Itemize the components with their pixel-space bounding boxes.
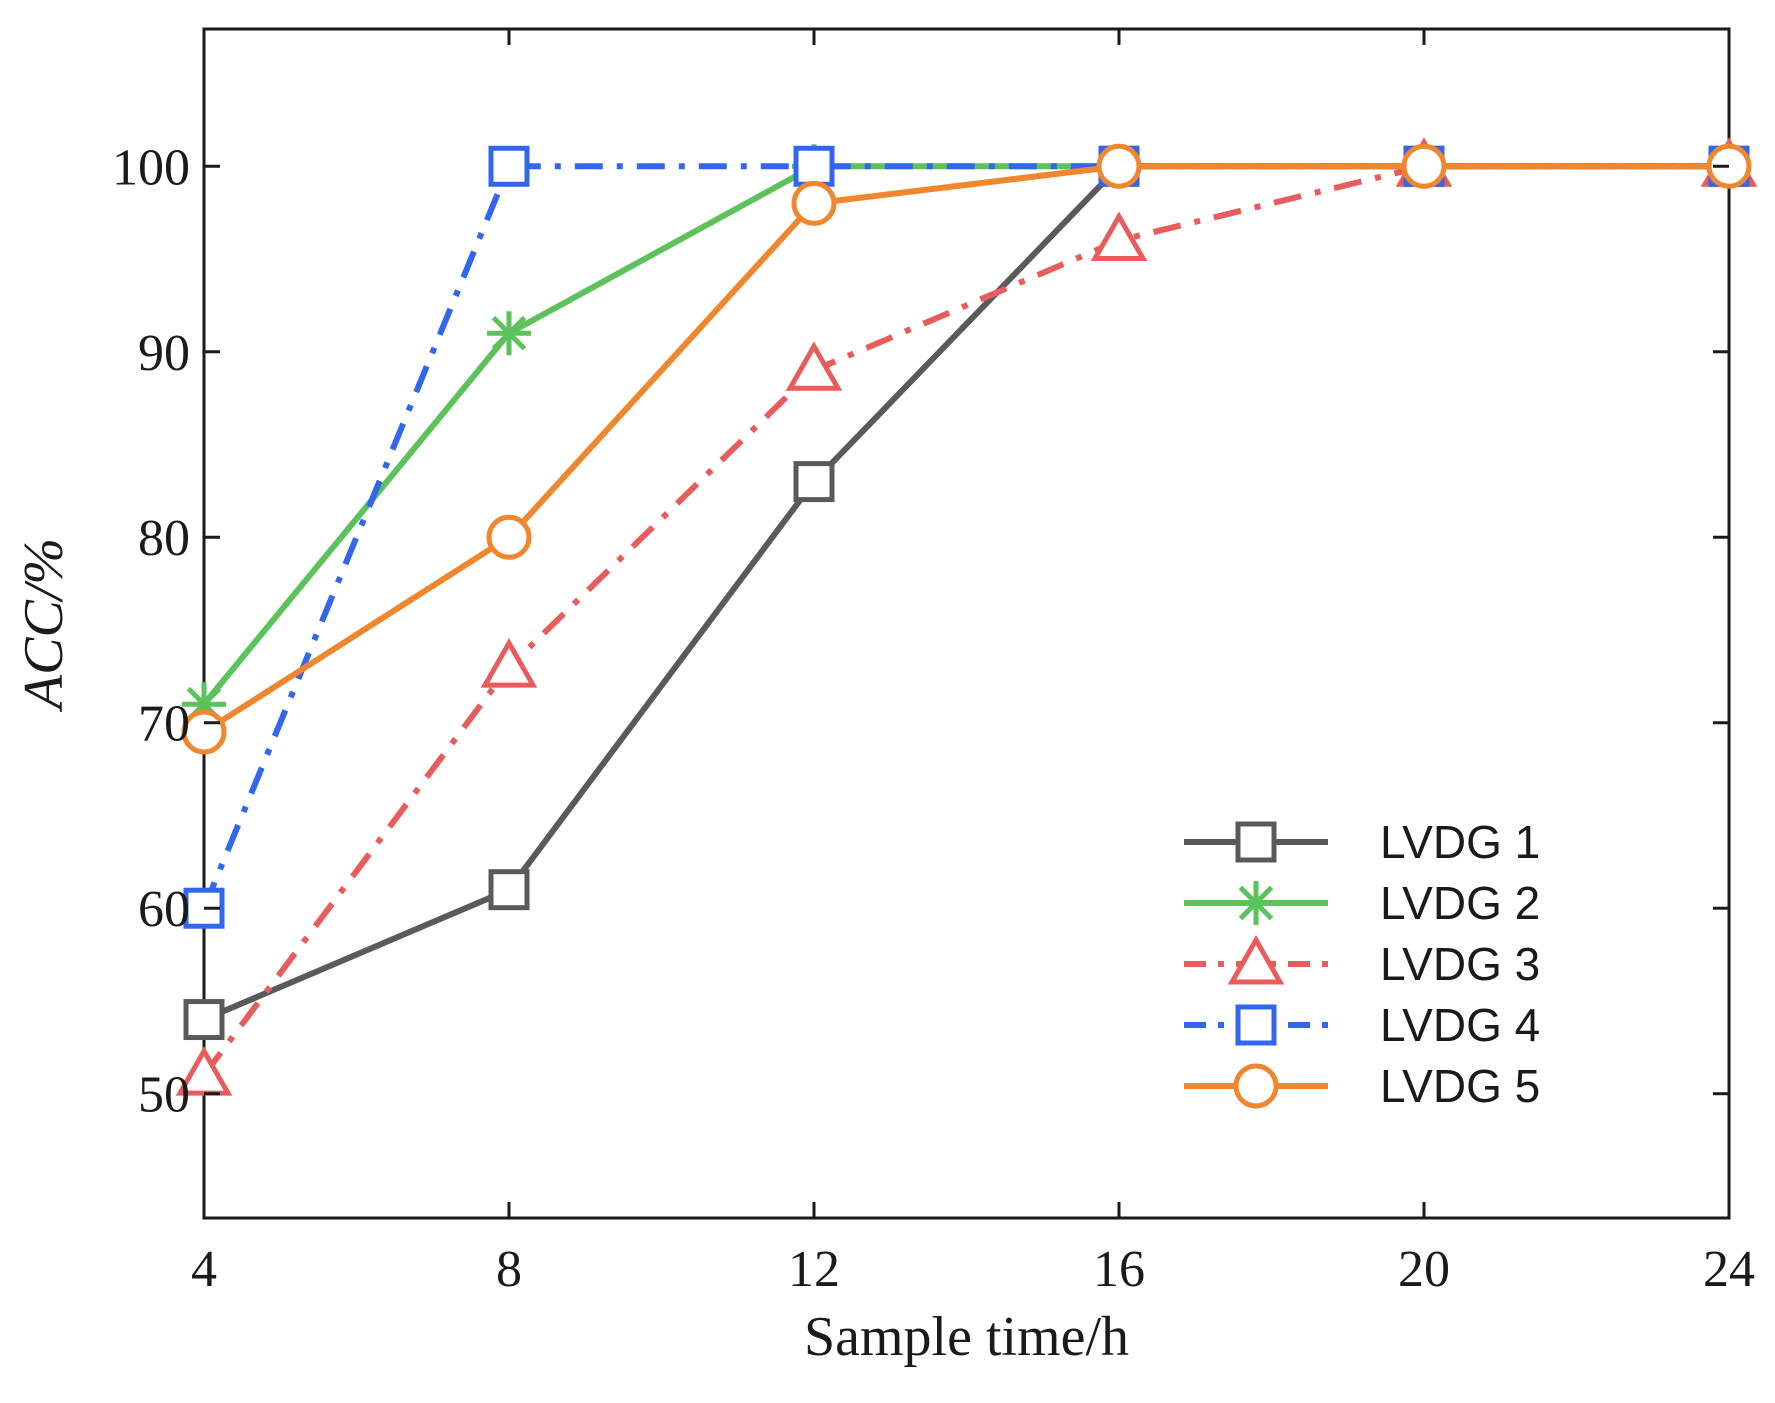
data-point [1401,143,1447,189]
y-tick-label: 100 [112,139,190,196]
legend-marker [1227,934,1285,985]
legend-label: LVDG 5 [1380,1060,1540,1112]
data-point [487,311,531,356]
x-axis-title: Sample time/h [804,1306,1129,1368]
plot-area-border [202,27,1731,1220]
legend-marker [1234,881,1278,925]
data-point [1090,211,1148,261]
legend-item: LVDG 2 [1184,877,1540,929]
legend: LVDG 1 LVDG 2 LVDG 3 LVDG 4 LVDG 5 [1184,816,1540,1112]
series-2 [182,144,1751,727]
legend-label: LVDG 4 [1380,999,1540,1051]
series-line [201,163,1729,707]
y-tick-label: 80 [138,510,190,567]
legend-label: LVDG 1 [1380,816,1540,868]
legend-item: LVDG 1 [1184,816,1540,868]
legend-marker [1233,1063,1279,1109]
y-tick-label: 70 [138,696,190,753]
y-tick-label: 90 [138,325,190,382]
data-point [183,999,225,1041]
legend-item: LVDG 5 [1184,1060,1540,1112]
ticks-layer: 4 8 12 16 20 24 50 60 70 80 90 100 [112,29,1755,1298]
legend-label: LVDG 3 [1380,938,1540,990]
x-tick-label: 24 [1703,1241,1755,1298]
series-line [202,163,1729,735]
x-tick-label: 8 [496,1241,522,1298]
x-tick-label: 16 [1093,1241,1145,1298]
x-tick-label: 4 [191,1241,217,1298]
data-point [791,180,837,226]
x-tick-label: 20 [1398,1241,1450,1298]
data-point [486,514,532,560]
legend-label: LVDG 2 [1380,877,1540,929]
y-axis-title: ACC/% [13,538,75,713]
y-tick-label: 50 [138,1067,190,1124]
plot-frame [202,27,1731,1220]
data-point [480,638,538,688]
legend-marker [1235,821,1277,863]
series-5 [181,143,1752,755]
data-point [785,341,843,391]
y-tick-label: 60 [138,881,190,938]
x-tick-label: 12 [788,1241,840,1298]
data-point [488,145,530,187]
data-point [793,461,835,503]
data-point [1096,143,1142,189]
series-layer [175,137,1758,1096]
series-line [201,163,1729,910]
data-point [488,869,530,911]
data-point [793,145,835,187]
series-4 [183,145,1750,929]
legend-item: LVDG 4 [1184,999,1540,1051]
legend-item: LVDG 3 [1184,934,1540,990]
data-point [181,709,227,755]
legend-marker [1235,1004,1277,1046]
